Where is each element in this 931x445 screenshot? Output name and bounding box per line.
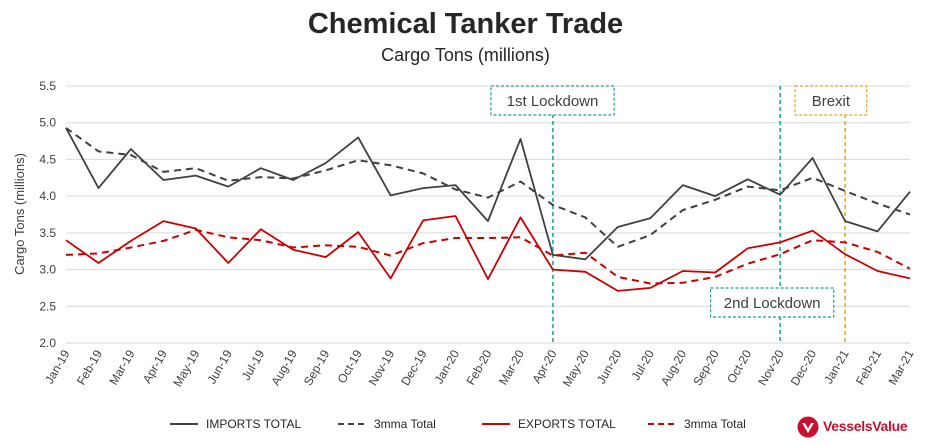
x-tick-label: May-19 (170, 347, 202, 389)
x-tick-label: Jul-20 (628, 347, 657, 383)
chart-subtitle: Cargo Tons (millions) (381, 45, 550, 65)
series-line-2 (65, 215, 911, 292)
event-annotations: 1st Lockdown 2nd Lockdown Brexit (490, 85, 868, 343)
legend-item: 3mma Total (648, 417, 746, 431)
annotation-box (794, 85, 868, 116)
x-tick-label: Jan-20 (432, 347, 463, 386)
legend-label: EXPORTS TOTAL (518, 417, 616, 431)
x-tick-label: Oct-20 (724, 347, 754, 385)
legend: IMPORTS TOTAL 3mma Total EXPORTS TOTAL 3mma… (170, 417, 746, 431)
x-tick-label: Jun-20 (594, 347, 625, 386)
y-tick-label: 2.5 (39, 299, 56, 313)
y-tick-label: 5.0 (39, 116, 56, 130)
brand-name: VesselsValue (823, 418, 908, 434)
legend-label: IMPORTS TOTAL (206, 417, 301, 431)
annotation-label: 2nd Lockdown (724, 295, 821, 312)
x-tick-label: Dec-20 (788, 347, 820, 388)
annotation-box (490, 85, 615, 116)
brand-logo: VesselsValue (797, 414, 927, 440)
legend-label: 3mma Total (374, 417, 436, 431)
x-tick-label: Mar-21 (885, 347, 916, 387)
x-tick-label: Jan-19 (42, 347, 73, 386)
x-tick-label: Nov-20 (755, 347, 787, 388)
x-tick-label: Apr-20 (529, 347, 559, 385)
chart-title: Chemical Tanker Trade (307, 8, 624, 40)
annotation-2nd-lockdown: 2nd Lockdown (709, 86, 835, 343)
y-tick-label: 3.0 (39, 263, 56, 277)
legend-item: 3mma Total (338, 417, 436, 431)
gridlines (66, 85, 910, 344)
legend-label: 3mma Total (684, 417, 746, 431)
x-tick-label: Jan-21 (821, 347, 852, 386)
vesselsvalue-logo-icon (797, 416, 819, 438)
series-line-0 (65, 127, 911, 261)
x-tick-label: Feb-19 (74, 347, 105, 387)
y-tick-label: 4.0 (39, 189, 56, 203)
x-tick-label: Aug-20 (658, 347, 690, 388)
legend-item: IMPORTS TOTAL (170, 417, 301, 431)
y-tick-label: 5.5 (39, 79, 56, 93)
x-tick-label: Jun-19 (204, 347, 235, 386)
x-tick-label: Sep-19 (301, 347, 333, 388)
series-lines (65, 127, 911, 292)
y-tick-label: 4.5 (39, 152, 56, 166)
series-line-3 (65, 228, 911, 285)
y-tick-label: 3.5 (39, 226, 56, 240)
x-tick-label: Feb-21 (853, 347, 884, 387)
x-tick-label: Aug-19 (268, 347, 300, 388)
y-tick-label: 2.0 (39, 336, 56, 350)
annotation-brexit: Brexit (794, 85, 868, 343)
x-tick-label: Apr-19 (140, 347, 170, 385)
x-tick-label: Dec-19 (398, 347, 430, 388)
x-tick-label: May-20 (560, 347, 592, 389)
x-axis-ticks: Jan-19 Feb-19 Mar-19 Apr-19 May-19 Jun-19 Jul-… (42, 347, 917, 389)
x-tick-label: Feb-20 (463, 347, 494, 387)
y-axis-title: Cargo Tons (millions) (12, 153, 27, 275)
annotation-label: Brexit (812, 93, 851, 110)
x-tick-label: Mar-19 (106, 347, 137, 387)
x-tick-label: Nov-19 (366, 347, 398, 388)
annotation-label: 1st Lockdown (507, 93, 599, 110)
annotation-1st-lockdown: 1st Lockdown (490, 85, 615, 343)
x-tick-label: Sep-20 (690, 347, 722, 388)
legend-item: EXPORTS TOTAL (482, 417, 616, 431)
x-tick-label: Oct-19 (335, 347, 365, 385)
y-axis-ticks: 2.0 2.5 3.0 3.5 4.0 4.5 5.0 5.5 (39, 79, 56, 350)
series-line-1 (65, 127, 911, 248)
x-tick-label: Mar-20 (496, 347, 527, 387)
annotation-box (709, 287, 835, 318)
x-tick-label: Jul-19 (239, 347, 268, 383)
